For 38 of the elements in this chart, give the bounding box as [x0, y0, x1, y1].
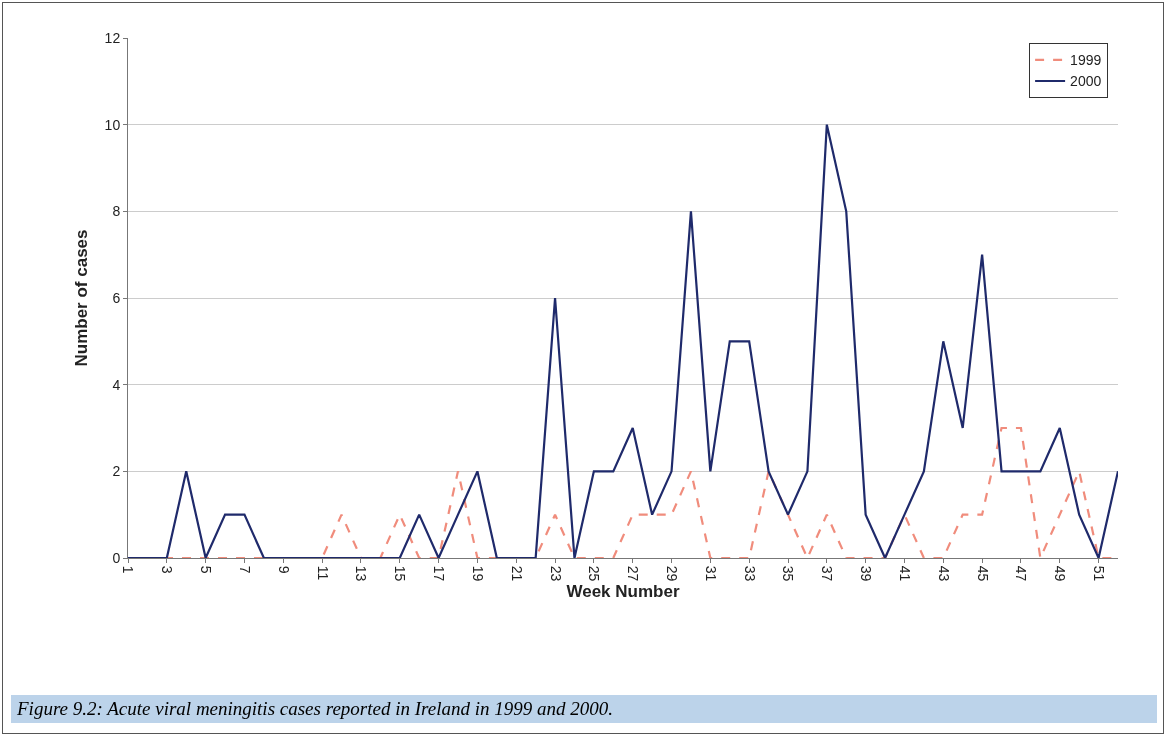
y-tick-label: 10 — [104, 116, 121, 133]
x-tick-label: 27 — [625, 565, 642, 582]
x-tick-label: 13 — [353, 565, 370, 582]
y-tick-label: 6 — [112, 289, 121, 306]
x-tick-label: 43 — [935, 565, 952, 582]
y-axis-title: Number of cases — [72, 229, 92, 367]
x-tick-label: 21 — [508, 565, 525, 582]
y-tick-label: 8 — [112, 203, 121, 220]
y-tick-label: 12 — [104, 29, 121, 46]
x-tick-label: 9 — [275, 565, 292, 574]
x-tick-label: 37 — [819, 565, 836, 582]
x-tick-label: 3 — [159, 565, 176, 574]
x-axis-title: Week Number — [566, 581, 680, 601]
x-tick-label: 7 — [236, 565, 253, 574]
x-tick-label: 29 — [663, 565, 680, 582]
y-tick-label: 4 — [112, 376, 121, 393]
x-tick-label: 51 — [1091, 565, 1108, 582]
x-tick-label: 35 — [780, 565, 797, 582]
x-tick-label: 33 — [741, 565, 758, 582]
x-tick-label: 19 — [469, 565, 486, 582]
legend-label: 1999 — [1070, 52, 1102, 69]
x-tick-label: 39 — [858, 565, 875, 582]
x-tick-label: 31 — [702, 565, 719, 582]
x-tick-label: 23 — [547, 565, 564, 582]
x-tick-label: 25 — [586, 565, 603, 582]
y-tick-label: 0 — [112, 549, 121, 566]
x-tick-label: 45 — [974, 565, 991, 582]
x-tick-label: 17 — [431, 565, 448, 582]
caption: Figure 9.2: Acute viral meningitis cases reported in Ireland in 1999 and 2000. — [11, 695, 1157, 723]
x-tick-label: 11 — [314, 565, 331, 581]
x-tick-label: 41 — [896, 565, 913, 582]
y-tick-label: 2 — [112, 463, 121, 480]
x-tick-label: 1 — [120, 565, 137, 574]
x-tick-label: 15 — [392, 565, 409, 582]
legend-label: 2000 — [1070, 73, 1102, 90]
x-tick-label: 49 — [1052, 565, 1069, 582]
x-tick-label: 47 — [1013, 565, 1030, 582]
x-tick-label: 5 — [198, 565, 215, 574]
